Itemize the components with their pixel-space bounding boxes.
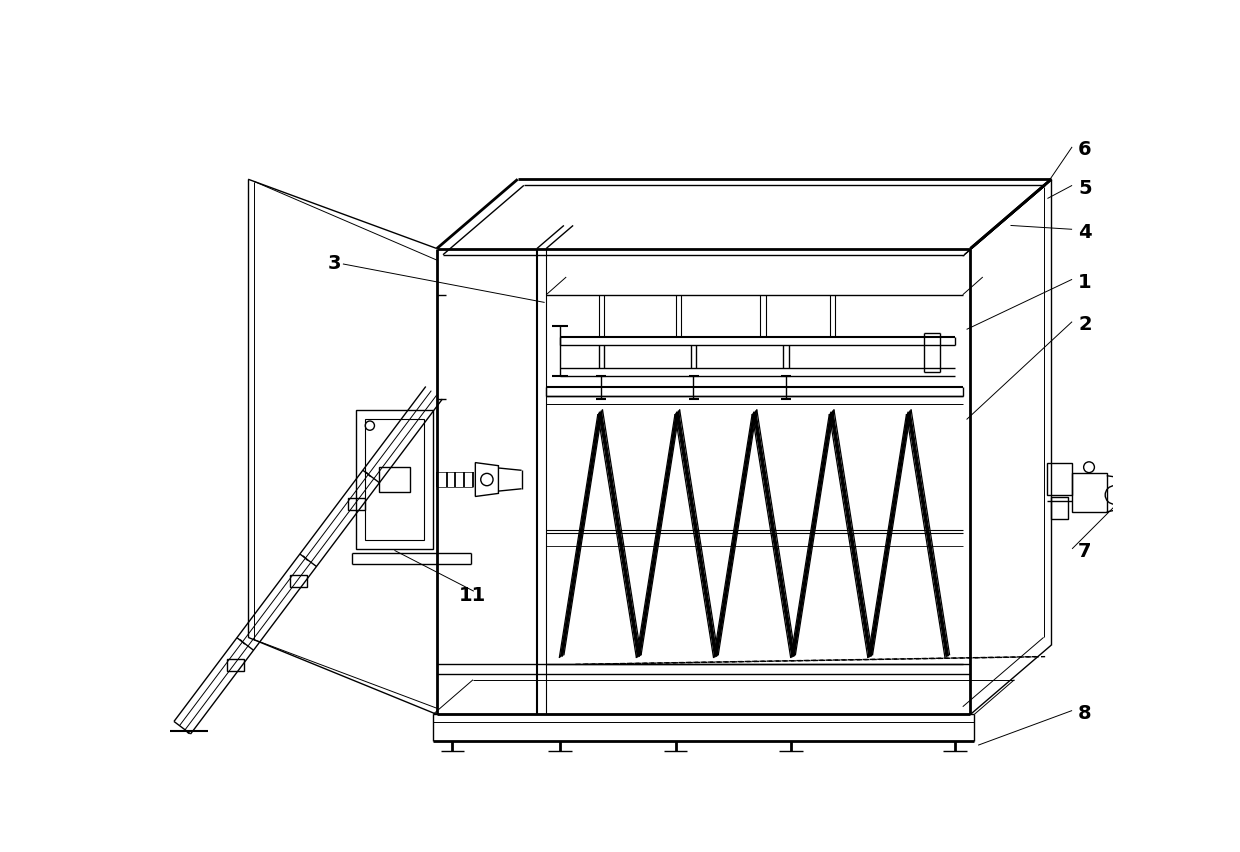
Text: 8: 8 xyxy=(1079,704,1092,723)
Text: 4: 4 xyxy=(1079,223,1092,242)
Bar xyxy=(1052,498,1068,519)
Text: 5: 5 xyxy=(1079,179,1092,198)
Bar xyxy=(356,411,433,549)
Text: 1: 1 xyxy=(1079,273,1092,292)
Bar xyxy=(1048,463,1073,495)
Text: 11: 11 xyxy=(459,585,486,605)
Text: 2: 2 xyxy=(1079,315,1092,334)
Bar xyxy=(379,467,410,492)
Bar xyxy=(1073,474,1107,512)
Text: 6: 6 xyxy=(1079,141,1092,159)
Bar xyxy=(366,419,424,539)
Text: 7: 7 xyxy=(1079,543,1091,561)
Text: 3: 3 xyxy=(327,255,341,273)
